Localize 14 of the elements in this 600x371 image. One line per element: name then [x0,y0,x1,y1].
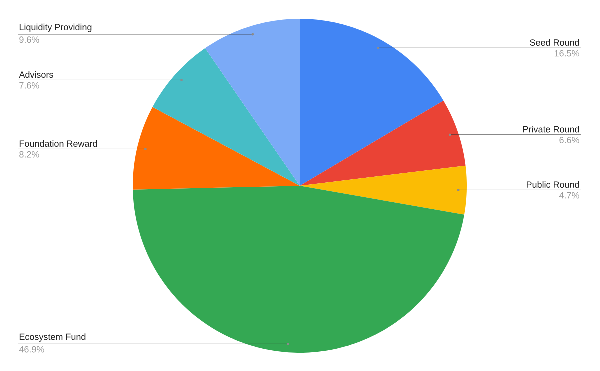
slice-label: Liquidity Providing [20,24,92,32]
data-label: 8.2% [20,151,40,158]
slice-label: Private Round [524,126,580,133]
data-label: 9.6% [20,36,40,44]
data-label: 7.6% [20,82,40,89]
slice-label: Advisors [19,71,54,78]
slice-label: Public Round [527,181,580,188]
slice-label: Foundation Reward [20,140,98,148]
slice-label: Seed Round [530,39,580,46]
slice-label: Ecosystem Fund [20,334,86,342]
data-label: 6.6% [560,137,580,144]
data-label: 16.5% [554,50,580,57]
data-label: 4.7% [559,192,580,199]
data-label: 46.9% [19,346,44,353]
